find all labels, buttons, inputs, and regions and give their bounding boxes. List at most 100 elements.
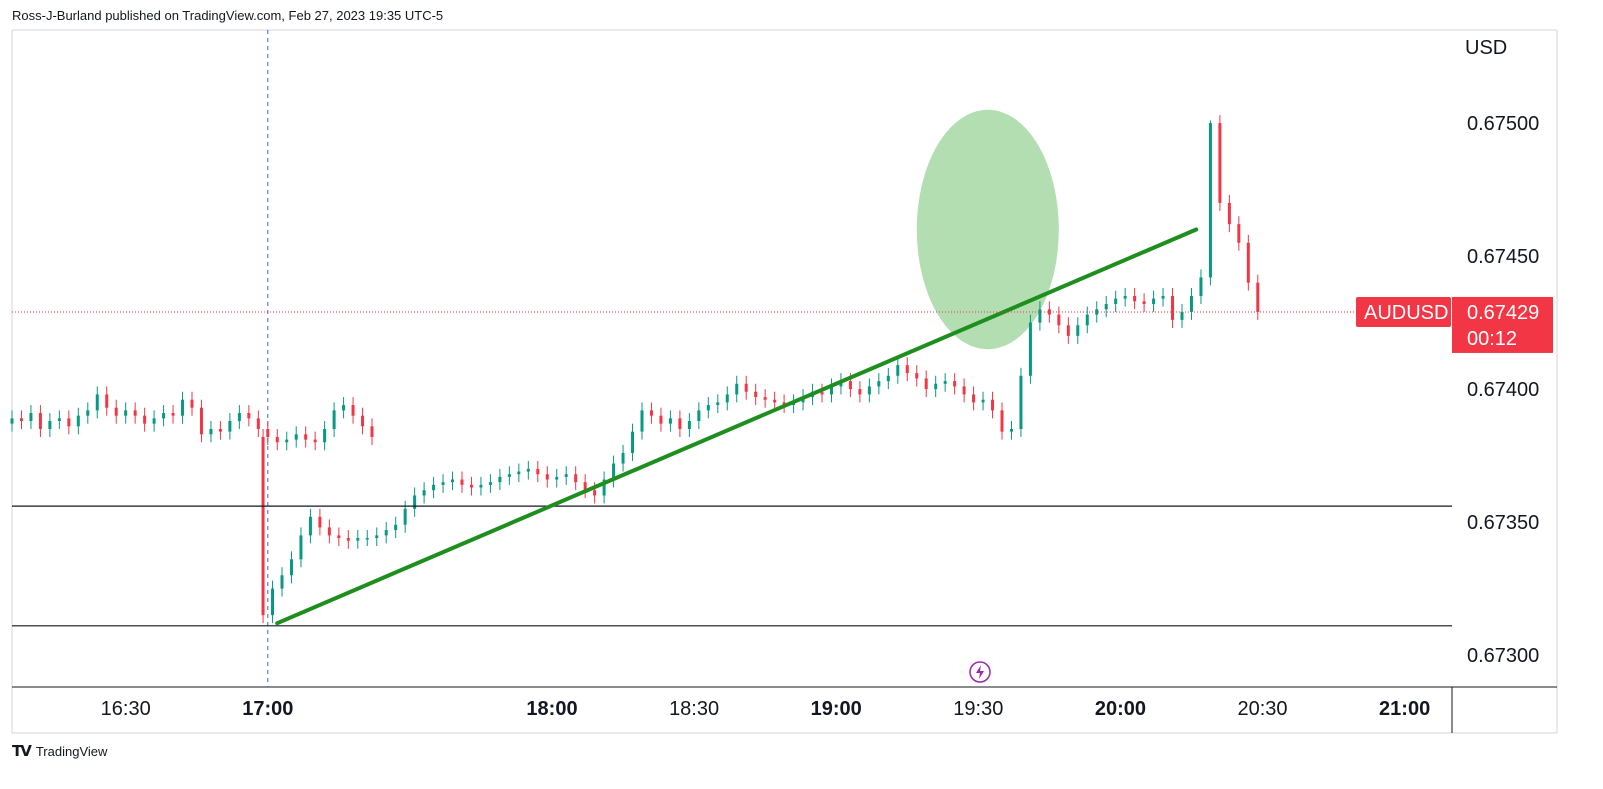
candle-body[interactable]: [451, 479, 455, 483]
candle-body[interactable]: [972, 394, 976, 403]
candle-body[interactable]: [432, 484, 436, 491]
candle-body[interactable]: [304, 434, 308, 440]
candle-body[interactable]: [299, 535, 303, 560]
candle-body[interactable]: [962, 386, 966, 395]
candle-body[interactable]: [323, 428, 327, 443]
candle-body[interactable]: [218, 428, 222, 432]
candle-body[interactable]: [318, 516, 322, 528]
candle-body[interactable]: [574, 474, 578, 483]
candle-body[interactable]: [152, 418, 156, 424]
candle-body[interactable]: [1208, 123, 1212, 278]
candle-body[interactable]: [48, 421, 52, 429]
candle-body[interactable]: [858, 389, 862, 395]
candle-body[interactable]: [1038, 309, 1042, 323]
candle-body[interactable]: [143, 415, 147, 424]
candle-body[interactable]: [1142, 301, 1146, 304]
candle-body[interactable]: [365, 538, 369, 540]
candle-body[interactable]: [612, 463, 616, 480]
candle-body[interactable]: [1218, 123, 1222, 203]
candle-body[interactable]: [1019, 375, 1023, 429]
candle-body[interactable]: [915, 373, 919, 379]
candle-body[interactable]: [228, 421, 232, 432]
candle-body[interactable]: [327, 527, 331, 536]
candle-body[interactable]: [536, 468, 540, 475]
candle-body[interactable]: [668, 418, 672, 424]
candle-body[interactable]: [526, 468, 530, 472]
candle-body[interactable]: [829, 386, 833, 395]
candle-body[interactable]: [725, 394, 729, 403]
candle-body[interactable]: [294, 434, 298, 440]
candle-body[interactable]: [716, 402, 720, 406]
candle-body[interactable]: [773, 399, 777, 403]
candle-body[interactable]: [735, 383, 739, 395]
candle-body[interactable]: [934, 383, 938, 390]
candle-body[interactable]: [394, 524, 398, 531]
candle-body[interactable]: [114, 407, 118, 416]
candle-body[interactable]: [953, 381, 957, 387]
candle-body[interactable]: [877, 381, 881, 387]
candle-body[interactable]: [237, 413, 241, 422]
candle-body[interactable]: [1237, 224, 1241, 243]
candle-body[interactable]: [1066, 325, 1070, 336]
candle-body[interactable]: [413, 495, 417, 509]
candle-body[interactable]: [275, 436, 279, 443]
candle-body[interactable]: [1028, 322, 1032, 376]
candle-body[interactable]: [1256, 282, 1260, 312]
candle-body[interactable]: [313, 439, 317, 443]
candle-body[interactable]: [384, 530, 388, 536]
candle-body[interactable]: [1047, 309, 1051, 315]
candle-body[interactable]: [896, 365, 900, 376]
candle-body[interactable]: [190, 399, 194, 408]
candle-body[interactable]: [1189, 295, 1193, 312]
trend-line[interactable]: [275, 227, 1199, 626]
candle-body[interactable]: [981, 399, 985, 403]
candle-body[interactable]: [479, 484, 483, 488]
candle-body[interactable]: [76, 415, 80, 427]
candle-body[interactable]: [337, 535, 341, 539]
candle-body[interactable]: [266, 428, 270, 437]
candle-body[interactable]: [1227, 202, 1231, 225]
candle-body[interactable]: [1076, 325, 1080, 336]
candle-body[interactable]: [1085, 314, 1089, 326]
candle-body[interactable]: [678, 418, 682, 429]
candle-body[interactable]: [763, 397, 767, 400]
candle-body[interactable]: [209, 428, 213, 435]
candle-body[interactable]: [181, 399, 185, 416]
candle-body[interactable]: [867, 386, 871, 395]
candle-body[interactable]: [782, 402, 786, 406]
candle-body[interactable]: [29, 413, 33, 422]
candle-body[interactable]: [744, 383, 748, 392]
candle-body[interactable]: [1246, 242, 1250, 283]
candle-body[interactable]: [754, 391, 758, 398]
candle-body[interactable]: [649, 410, 653, 416]
candle-body[interactable]: [943, 381, 947, 384]
candle-body[interactable]: [289, 559, 293, 576]
candle-body[interactable]: [1009, 428, 1013, 432]
candle-body[interactable]: [370, 426, 374, 437]
candle-body[interactable]: [1152, 298, 1156, 304]
candle-body[interactable]: [441, 482, 445, 485]
candle-body[interactable]: [1000, 410, 1004, 432]
candle-body[interactable]: [375, 535, 379, 539]
candle-body[interactable]: [507, 474, 511, 477]
candle-body[interactable]: [555, 476, 559, 480]
candle-body[interactable]: [105, 394, 109, 408]
candle-body[interactable]: [498, 476, 502, 483]
candle-body[interactable]: [261, 436, 265, 616]
candle-body[interactable]: [848, 381, 852, 390]
candle-body[interactable]: [199, 407, 203, 435]
candle-body[interactable]: [19, 418, 23, 422]
candle-body[interactable]: [247, 413, 251, 419]
candle-body[interactable]: [1104, 303, 1108, 310]
candle-body[interactable]: [545, 474, 549, 480]
candle-body[interactable]: [1180, 311, 1184, 320]
last-price-tag[interactable]: [1452, 296, 1553, 353]
candle-body[interactable]: [991, 399, 995, 411]
candle-body[interactable]: [342, 405, 346, 411]
candle-body[interactable]: [488, 482, 492, 485]
candle-body[interactable]: [1114, 298, 1118, 304]
candle-body[interactable]: [583, 482, 587, 491]
candle-body[interactable]: [256, 418, 260, 429]
candle-body[interactable]: [820, 391, 824, 395]
